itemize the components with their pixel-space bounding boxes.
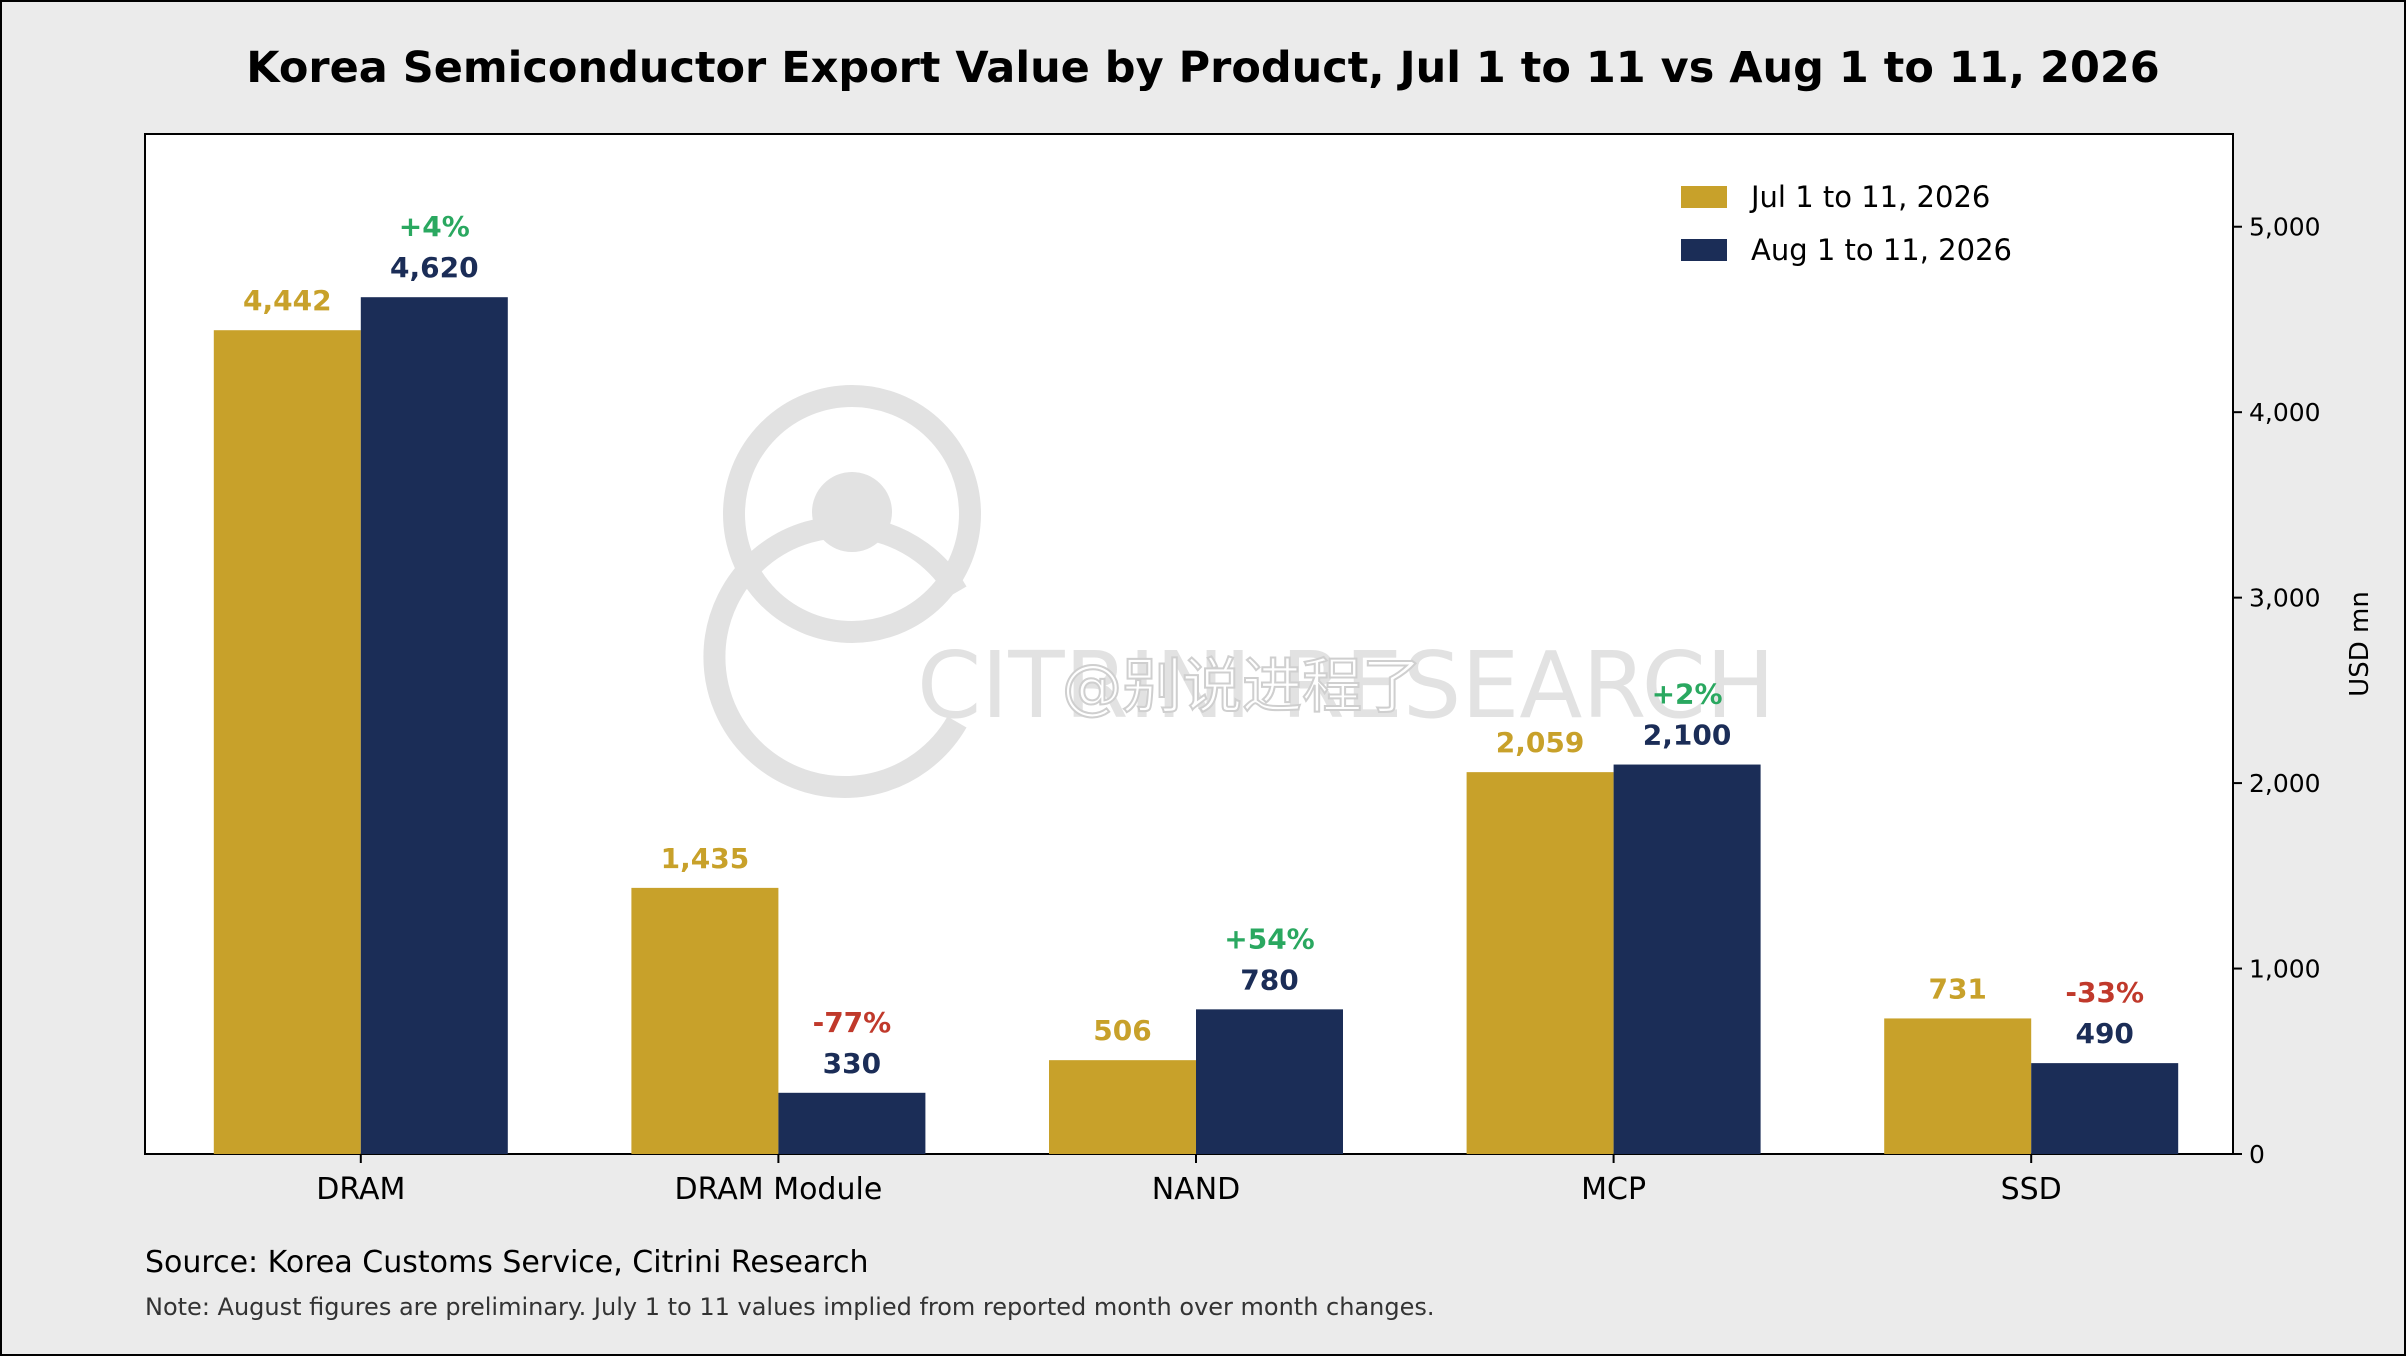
data-label: 4,620 — [390, 251, 479, 284]
data-label: 780 — [1240, 963, 1298, 996]
value-labels-group: 4,442 4,620 1,435 330 506 780 2,059 2,100 731 490 — [243, 251, 2134, 1080]
x-tick-label: MCP — [1581, 1172, 1646, 1207]
y-tick-label: 4,000 — [2249, 398, 2321, 427]
y-tick-label: 1,000 — [2249, 955, 2321, 984]
watermark-logo-ring — [723, 385, 981, 643]
change-label: +2% — [1652, 678, 1723, 711]
data-label: 4,442 — [243, 284, 332, 317]
y-tick-label: 0 — [2249, 1140, 2265, 1169]
data-label: 731 — [1928, 972, 1986, 1005]
bar-jul — [1466, 772, 1614, 1154]
watermark-weibo: @别说进程了 — [1062, 652, 1422, 722]
x-axis: DRAM DRAM Module NAND MCP SSD — [316, 1154, 2062, 1207]
legend-swatch — [1681, 239, 1727, 261]
note-text: Note: August figures are preliminary. Ju… — [145, 1293, 1435, 1321]
y-axis-title: USD mn — [2345, 591, 2375, 697]
legend: Jul 1 to 11, 2026 Aug 1 to 11, 2026 — [1681, 180, 2012, 267]
data-label: 506 — [1093, 1014, 1151, 1047]
bar-jul — [213, 330, 361, 1154]
legend-swatch — [1681, 186, 1727, 208]
data-label: 2,059 — [1496, 726, 1585, 759]
watermark-logo-arc — [703, 516, 967, 798]
legend-label: Jul 1 to 11, 2026 — [1749, 180, 1990, 214]
x-tick-label: NAND — [1152, 1172, 1241, 1207]
x-tick-label: DRAM Module — [675, 1172, 883, 1207]
data-label: 330 — [823, 1047, 881, 1080]
bar-aug — [778, 1092, 926, 1154]
bar-aug — [360, 297, 508, 1154]
watermark-text: CITRINI RESEARCH — [917, 632, 1775, 739]
x-tick-label: SSD — [2001, 1172, 2062, 1207]
bars-group — [213, 297, 2179, 1154]
watermark: CITRINI RESEARCH @别说进程了 — [703, 385, 1775, 798]
bar-aug — [1196, 1009, 1343, 1154]
change-label: +4% — [399, 210, 470, 243]
change-labels-group: +4% -77% +54% +2% -33% — [399, 210, 2144, 1039]
y-tick-label: 5,000 — [2249, 213, 2321, 242]
bar-jul — [1049, 1060, 1196, 1154]
data-label: 2,100 — [1643, 719, 1732, 752]
bar-aug — [1613, 764, 1761, 1154]
x-tick-label: DRAM — [316, 1172, 405, 1207]
chart-title: Korea Semiconductor Export Value by Prod… — [246, 43, 2159, 93]
y-axis: 0 1,000 2,000 3,000 4,000 5,000 — [2233, 213, 2321, 1169]
bar-jul — [1884, 1018, 2032, 1154]
bar-aug — [2031, 1063, 2179, 1154]
change-label: -33% — [2065, 976, 2144, 1009]
y-tick-label: 3,000 — [2249, 584, 2321, 613]
plot-area: CITRINI RESEARCH @别说进程了 4,442 4,620 1,435 3… — [144, 133, 2234, 1155]
source-text: Source: Korea Customs Service, Citrini R… — [145, 1245, 869, 1280]
bar-jul — [631, 887, 779, 1154]
data-label: 490 — [2075, 1017, 2133, 1050]
change-label: -77% — [813, 1006, 892, 1039]
legend-label: Aug 1 to 11, 2026 — [1751, 233, 2012, 267]
y-tick-label: 2,000 — [2249, 769, 2321, 798]
data-label: 1,435 — [661, 842, 750, 875]
change-label: +54% — [1224, 922, 1314, 955]
